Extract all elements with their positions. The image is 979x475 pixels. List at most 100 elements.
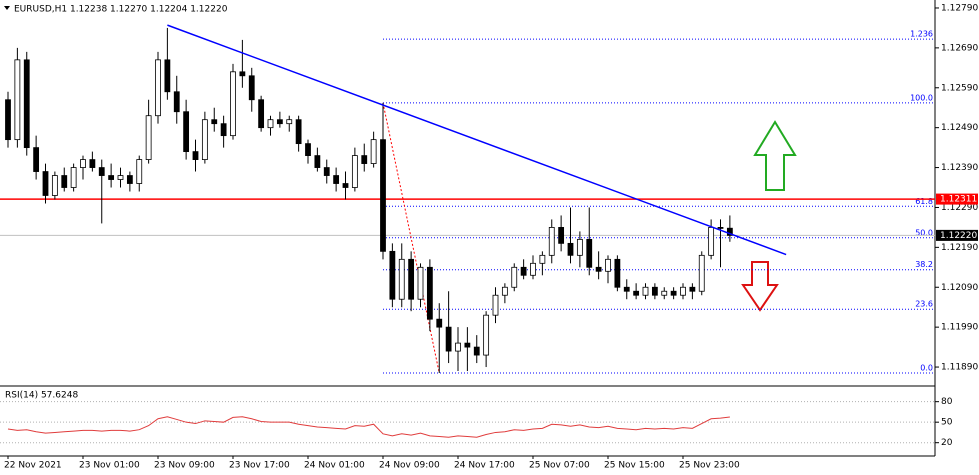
- x-tick-label: 24 Nov 01:00: [304, 461, 365, 471]
- fib-label: 100.0: [910, 93, 933, 102]
- candle-body: [530, 262, 536, 276]
- chart-title: EURUSD,H1 1.12238 1.12270 1.12204 1.1222…: [14, 5, 228, 15]
- price-label: 1.12220: [940, 231, 977, 241]
- y-tick-label: 20: [941, 438, 953, 448]
- candle-body: [314, 155, 321, 168]
- candle-body: [408, 258, 415, 300]
- y-tick-label: 80: [941, 397, 953, 407]
- candle-body: [548, 227, 555, 256]
- candle-body: [164, 59, 171, 93]
- candle-body: [680, 286, 686, 296]
- fib-label: 0.0: [920, 364, 933, 373]
- candle-body: [51, 175, 58, 196]
- candle-body: [295, 119, 302, 145]
- candle-body: [80, 159, 86, 168]
- candle-body: [436, 318, 443, 328]
- candle-body: [726, 227, 733, 236]
- candle-body: [614, 258, 621, 288]
- candle-body: [23, 59, 30, 149]
- candle-body: [89, 159, 96, 168]
- candle-body: [108, 175, 115, 180]
- candle-body: [192, 151, 199, 160]
- candle-body: [492, 294, 499, 316]
- candle-body: [211, 119, 218, 125]
- candle-body: [426, 266, 433, 320]
- y-tick-label: 1.11990: [941, 323, 978, 333]
- up-arrow: [753, 120, 797, 191]
- candle-body: [511, 266, 518, 288]
- x-tick-label: 22 Nov 2021: [4, 461, 62, 471]
- candle-body: [651, 286, 658, 296]
- y-tick-label: 1.12290: [941, 203, 978, 213]
- candle-body: [567, 242, 574, 256]
- candle-body: [220, 123, 227, 137]
- candle-body: [351, 155, 358, 188]
- candle-body: [33, 147, 40, 172]
- candle-body: [586, 238, 593, 268]
- candle-body: [183, 111, 190, 153]
- y-tick-label: 1.12390: [941, 163, 978, 173]
- fib-label: 61.8: [915, 197, 933, 206]
- candle-body: [61, 175, 68, 188]
- candle-body: [623, 286, 630, 292]
- y-tick-label: 1.12590: [941, 83, 978, 93]
- down-arrow: [741, 261, 779, 312]
- candle-body: [70, 167, 77, 188]
- candle-body: [239, 71, 246, 77]
- candle-body: [342, 183, 349, 188]
- candle-body: [276, 119, 283, 125]
- candle-body: [501, 286, 508, 296]
- candle-body: [380, 139, 386, 252]
- x-tick-label: 24 Nov 09:00: [379, 461, 440, 471]
- fib-label: 50.0: [915, 228, 933, 237]
- candle-body: [633, 290, 640, 296]
- y-tick-label: 1.12090: [941, 283, 978, 293]
- candle-body: [173, 91, 180, 113]
- candle-body: [605, 258, 611, 272]
- candle-body: [258, 99, 265, 129]
- candle-body: [145, 115, 152, 160]
- candle-body: [576, 238, 583, 256]
- candle-body: [698, 254, 705, 292]
- x-tick-label: 23 Nov 01:00: [79, 461, 140, 471]
- candle-body: [717, 227, 724, 229]
- candle-body: [417, 266, 424, 300]
- candle-body: [445, 326, 452, 352]
- candle-body: [539, 254, 546, 264]
- candle-body: [642, 286, 649, 296]
- y-tick-label: 50: [941, 418, 953, 428]
- price-label: 1.12311: [940, 195, 977, 205]
- candle-body: [155, 59, 161, 117]
- candle-body: [473, 346, 480, 356]
- candle-body: [323, 167, 330, 176]
- x-tick-label: 25 Nov 15:00: [604, 461, 665, 471]
- candle-body: [5, 99, 11, 141]
- menu-triangle: [4, 6, 10, 10]
- candle-body: [558, 227, 565, 244]
- candle-body: [230, 71, 236, 137]
- candle-body: [389, 250, 396, 300]
- candle-body: [670, 290, 677, 296]
- candle-body: [117, 175, 124, 180]
- candle-body: [661, 290, 668, 296]
- candle-body: [595, 266, 602, 272]
- candle-body: [370, 139, 377, 164]
- fib-label: 23.6: [915, 300, 933, 309]
- candle-body: [267, 119, 274, 129]
- candle-body: [455, 342, 461, 352]
- y-tick-label: 1.12490: [941, 123, 978, 133]
- x-tick-label: 23 Nov 09:00: [154, 461, 215, 471]
- candle-body: [464, 342, 471, 348]
- x-tick-label: 24 Nov 17:00: [454, 461, 515, 471]
- x-tick-label: 25 Nov 23:00: [679, 461, 740, 471]
- candle-body: [361, 155, 368, 164]
- y-tick-label: 1.12190: [941, 243, 978, 253]
- price-label-box: [936, 229, 978, 241]
- rsi-line: [7, 416, 730, 438]
- candle-body: [689, 286, 696, 292]
- candle-body: [708, 227, 715, 256]
- candle-body: [42, 171, 49, 196]
- x-tick-label: 25 Nov 07:00: [529, 461, 590, 471]
